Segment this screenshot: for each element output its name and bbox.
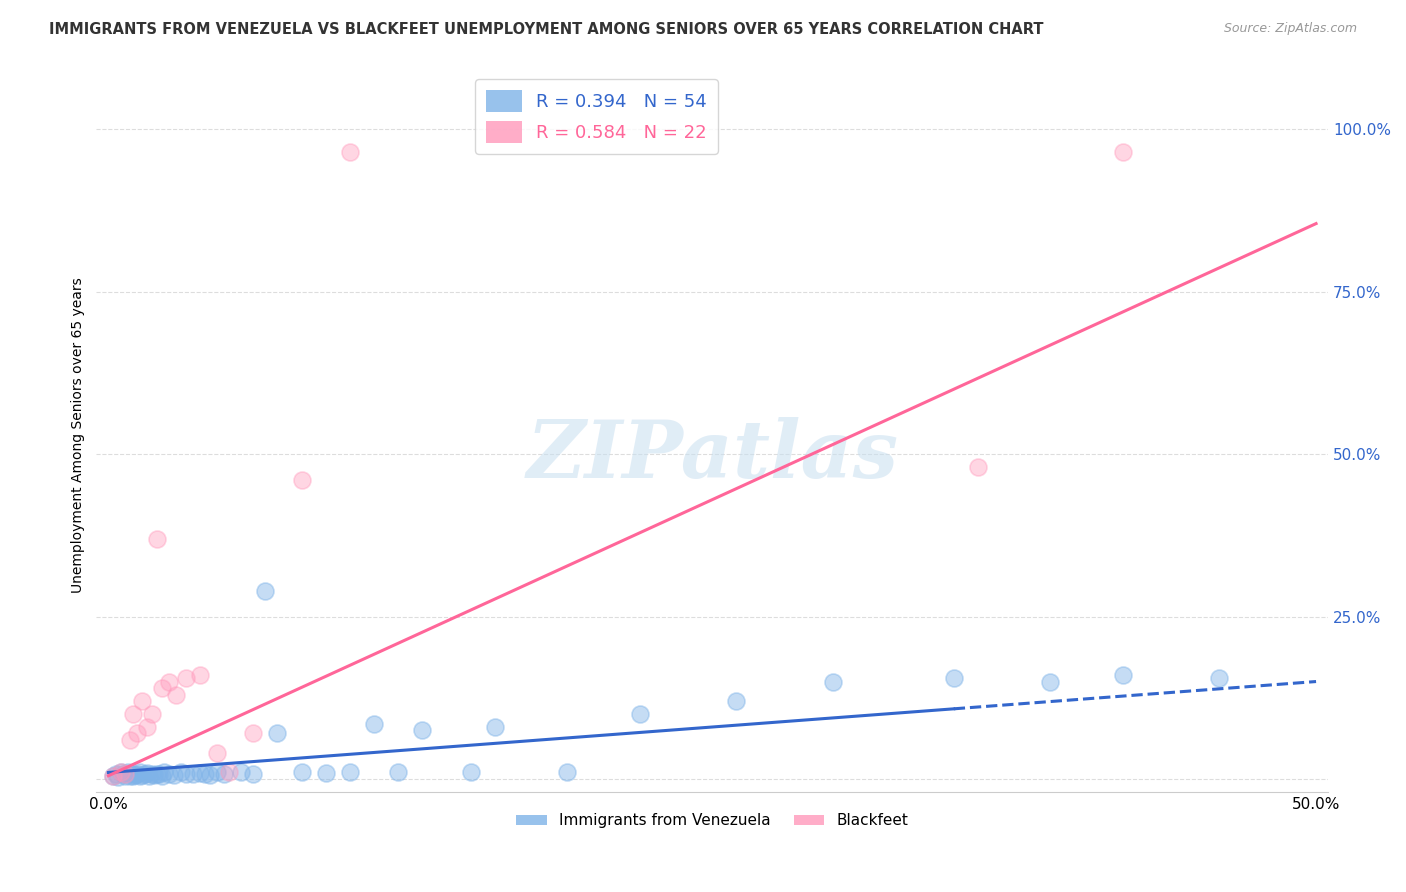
- Point: [120, 733, 142, 747]
- Point: [194, 766, 217, 780]
- Point: [121, 769, 143, 783]
- Point: [121, 766, 143, 780]
- Point: [124, 768, 146, 782]
- Point: [557, 765, 579, 780]
- Point: [967, 460, 990, 475]
- Point: [114, 769, 136, 783]
- Point: [170, 765, 193, 780]
- Point: [111, 767, 134, 781]
- Point: [117, 765, 139, 780]
- Point: [114, 766, 136, 780]
- Point: [145, 532, 167, 546]
- Text: Source: ZipAtlas.com: Source: ZipAtlas.com: [1223, 22, 1357, 36]
- Point: [128, 769, 150, 783]
- Point: [460, 765, 482, 780]
- Point: [205, 765, 228, 780]
- Point: [107, 770, 129, 784]
- Point: [141, 706, 163, 721]
- Point: [110, 765, 132, 780]
- Point: [254, 583, 277, 598]
- Point: [291, 765, 314, 780]
- Point: [120, 769, 142, 783]
- Point: [103, 769, 125, 783]
- Point: [121, 706, 143, 721]
- Point: [181, 767, 204, 781]
- Point: [134, 767, 156, 781]
- Point: [942, 671, 965, 685]
- Point: [165, 688, 187, 702]
- Point: [628, 706, 651, 721]
- Point: [218, 765, 240, 780]
- Point: [136, 720, 159, 734]
- Point: [266, 726, 288, 740]
- Point: [1208, 671, 1230, 685]
- Point: [150, 769, 173, 783]
- Point: [484, 720, 506, 734]
- Point: [174, 766, 197, 780]
- Point: [214, 766, 236, 780]
- Point: [242, 766, 264, 780]
- Point: [363, 716, 385, 731]
- Point: [291, 473, 314, 487]
- Point: [315, 766, 337, 780]
- Point: [110, 765, 132, 780]
- Point: [1039, 674, 1062, 689]
- Point: [150, 681, 173, 695]
- Point: [128, 765, 150, 780]
- Point: [231, 765, 253, 780]
- Point: [387, 765, 409, 780]
- Point: [136, 766, 159, 780]
- Text: IMMIGRANTS FROM VENEZUELA VS BLACKFEET UNEMPLOYMENT AMONG SENIORS OVER 65 YEARS : IMMIGRANTS FROM VENEZUELA VS BLACKFEET U…: [49, 22, 1043, 37]
- Legend: Immigrants from Venezuela, Blackfeet: Immigrants from Venezuela, Blackfeet: [510, 807, 914, 834]
- Point: [141, 766, 163, 780]
- Point: [157, 766, 180, 780]
- Point: [1112, 145, 1135, 160]
- Point: [148, 766, 170, 780]
- Point: [103, 769, 125, 783]
- Point: [145, 767, 167, 781]
- Point: [339, 145, 361, 160]
- Point: [143, 768, 166, 782]
- Point: [339, 765, 361, 780]
- Point: [153, 765, 176, 780]
- Point: [188, 668, 211, 682]
- Point: [198, 768, 221, 782]
- Point: [188, 766, 211, 780]
- Point: [725, 694, 748, 708]
- Point: [104, 766, 127, 780]
- Point: [821, 674, 844, 689]
- Point: [127, 766, 149, 780]
- Point: [162, 768, 184, 782]
- Y-axis label: Unemployment Among Seniors over 65 years: Unemployment Among Seniors over 65 years: [72, 277, 86, 592]
- Point: [411, 723, 433, 738]
- Text: ZIPatlas: ZIPatlas: [526, 417, 898, 495]
- Point: [127, 726, 149, 740]
- Point: [1112, 668, 1135, 682]
- Point: [131, 768, 153, 782]
- Point: [242, 726, 264, 740]
- Point: [131, 694, 153, 708]
- Point: [174, 671, 197, 685]
- Point: [138, 769, 160, 783]
- Point: [205, 746, 228, 760]
- Point: [157, 674, 180, 689]
